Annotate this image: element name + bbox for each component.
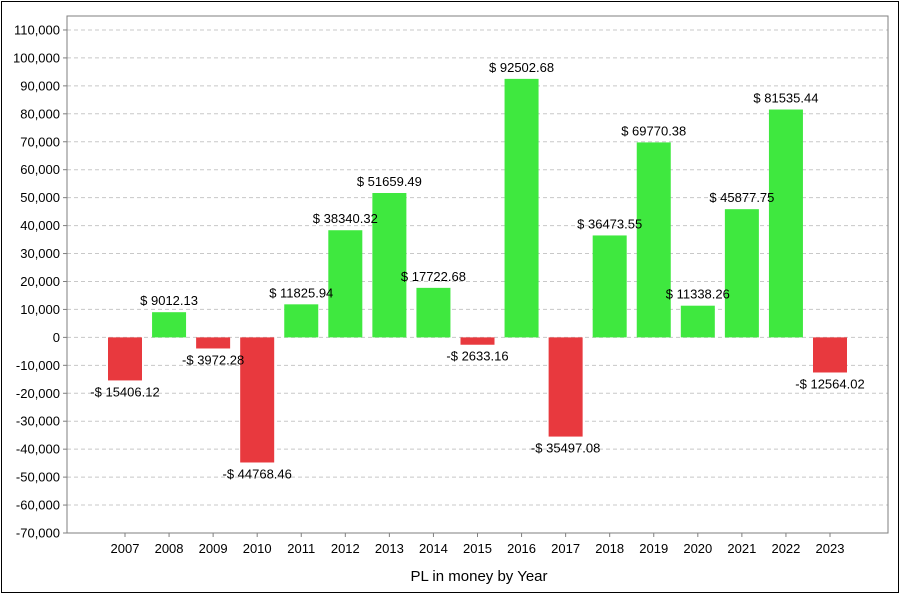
- bar-2011: [284, 304, 319, 338]
- x-tick-label: 2008: [155, 541, 184, 556]
- bar-2016: [504, 78, 539, 338]
- bar-2020: [680, 305, 715, 338]
- y-tick-label: -40,000: [16, 442, 60, 457]
- x-tick-label: 2012: [331, 541, 360, 556]
- data-label: $ 92502.68: [489, 60, 554, 75]
- y-tick-label: 80,000: [20, 106, 60, 121]
- data-label: $ 11825.94: [269, 285, 333, 300]
- x-tick-label: 2019: [639, 541, 668, 556]
- x-tick-label: 2018: [595, 541, 624, 556]
- y-tick-label: -10,000: [16, 358, 60, 373]
- data-label: $ 51659.49: [357, 174, 422, 189]
- bar-2013: [372, 193, 407, 338]
- data-label: $ 9012.13: [140, 293, 198, 308]
- data-label: $ 17722.68: [401, 269, 466, 284]
- y-tick-labels: 110,000 100,000 90,000 80,000 70,000 60,000 50…: [13, 22, 60, 540]
- y-tick-label: 0: [53, 330, 60, 345]
- x-tick-label: 2023: [816, 541, 845, 556]
- data-label: -$ 35497.08: [531, 441, 600, 456]
- data-label: $ 81535.44: [753, 91, 818, 106]
- data-label: $ 45877.75: [709, 190, 774, 205]
- x-tick-label: 2022: [771, 541, 800, 556]
- bar-2008: [152, 312, 187, 338]
- bar-2014: [416, 287, 451, 338]
- bar-2023: [813, 337, 847, 373]
- data-label: $ 69770.38: [621, 123, 686, 138]
- x-tick-label: 2010: [243, 541, 272, 556]
- y-tick-label: 20,000: [20, 274, 60, 289]
- bar-2022: [768, 109, 803, 338]
- x-tick-labels: 2007 2008 2009 2010 2011 2012 2013 2014 2015 2016…: [111, 541, 845, 556]
- data-label: -$ 12564.02: [795, 376, 864, 391]
- x-tick-label: 2017: [551, 541, 580, 556]
- bar-2012: [328, 230, 363, 338]
- y-tick-label: 30,000: [20, 246, 60, 261]
- y-tick-label: 50,000: [20, 190, 60, 205]
- data-label: -$ 3972.28: [182, 352, 244, 367]
- y-tick-label: 100,000: [13, 50, 60, 65]
- x-tick-label: 2015: [463, 541, 492, 556]
- data-label: -$ 44768.46: [222, 466, 291, 481]
- y-tick-label: 70,000: [20, 134, 60, 149]
- y-tick-label: 10,000: [20, 302, 60, 317]
- y-tick-label: 110,000: [14, 22, 60, 37]
- data-label: -$ 2633.16: [446, 349, 508, 364]
- bar-2009: [196, 337, 231, 349]
- data-labels: -$ 15406.12 $ 9012.13 -$ 3972.28 -$ 44768.4…: [90, 60, 864, 482]
- y-tick-label: -70,000: [16, 526, 60, 541]
- data-label: $ 36473.55: [577, 216, 642, 231]
- x-tick-label: 2011: [287, 541, 315, 556]
- bar-2021: [724, 209, 759, 338]
- bar-2007: [108, 337, 142, 381]
- y-tick-label: 40,000: [20, 218, 60, 233]
- data-label: $ 38340.32: [313, 211, 378, 226]
- x-tick-label: 2020: [683, 541, 712, 556]
- y-tick-label: -20,000: [16, 386, 60, 401]
- x-tick-label: 2009: [199, 541, 228, 556]
- x-tick-label: 2007: [111, 541, 140, 556]
- x-tick-label: 2013: [375, 541, 404, 556]
- x-tick-label: 2021: [727, 541, 756, 556]
- y-tick-label: 90,000: [20, 78, 60, 93]
- bar-2018: [592, 235, 627, 338]
- y-tick-label: -50,000: [16, 470, 60, 485]
- x-axis-title: PL in money by Year: [410, 568, 547, 585]
- axes: [63, 15, 889, 537]
- data-label: $ 11338.26: [666, 287, 730, 302]
- data-label: -$ 15406.12: [90, 384, 159, 399]
- x-tick-label: 2016: [507, 541, 536, 556]
- bar-2019: [636, 142, 671, 338]
- bar-2017: [548, 337, 583, 437]
- bar-2015: [460, 337, 495, 345]
- x-tick-label: 2014: [419, 541, 448, 556]
- bars: [108, 78, 847, 463]
- y-tick-label: -30,000: [16, 414, 60, 429]
- y-tick-label: -60,000: [16, 498, 60, 513]
- bar-2010: [240, 337, 275, 463]
- y-tick-label: 60,000: [20, 162, 60, 177]
